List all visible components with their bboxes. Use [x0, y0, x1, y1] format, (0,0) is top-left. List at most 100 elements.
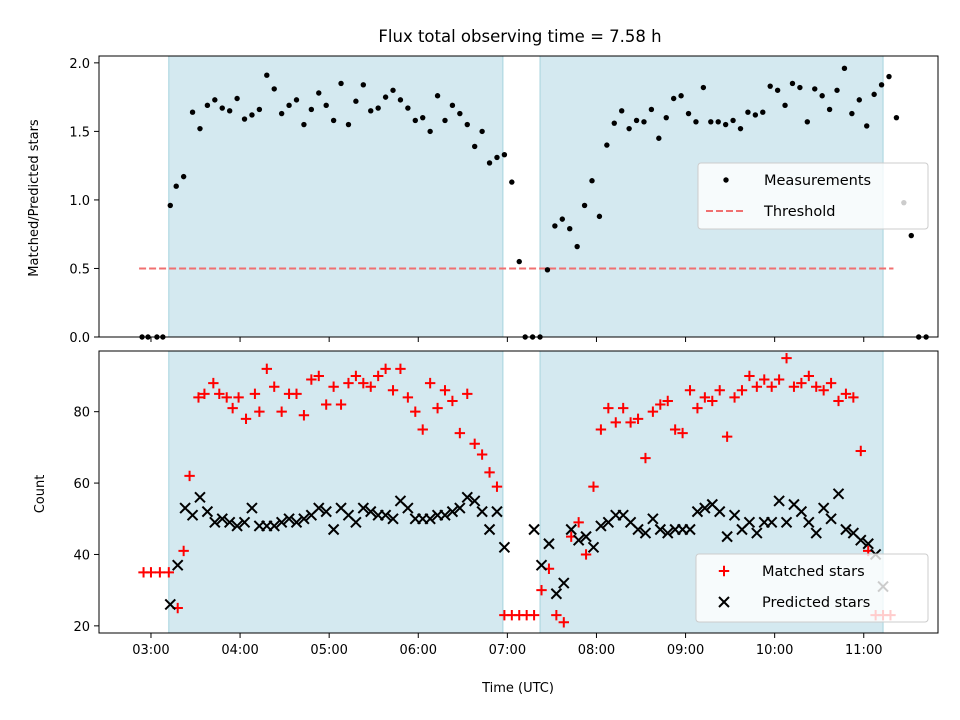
matched-stars-point — [677, 427, 688, 439]
predicted-stars-point — [855, 534, 867, 546]
matched-stars-point — [178, 545, 189, 557]
y-tick-label: 1.5 — [69, 125, 90, 140]
matched-stars-point — [766, 381, 777, 392]
predicted-stars-point — [795, 505, 808, 518]
matched-stars-point — [154, 567, 166, 578]
measurements-point — [544, 267, 551, 273]
predicted-stars-point — [543, 538, 555, 550]
matched-stars-point — [811, 381, 822, 392]
measurements-point — [330, 117, 337, 124]
measurements-point — [819, 93, 825, 99]
measurements-point — [323, 102, 329, 109]
predicted-stars-point — [439, 509, 451, 521]
matched-stars-point — [343, 377, 354, 389]
matched-stars-point — [595, 424, 607, 435]
matched-stars-point — [313, 370, 324, 382]
legend-marker — [723, 177, 729, 183]
matched-stars-point — [825, 377, 837, 389]
predicted-stars-point — [743, 516, 756, 529]
predicted-stars-point — [246, 502, 258, 514]
predicted-stars-point — [468, 495, 481, 507]
predicted-stars-point — [773, 495, 785, 507]
measurements-point — [173, 183, 179, 189]
matched-stars-point — [647, 406, 659, 417]
matched-stars-point — [276, 406, 287, 417]
measurements-point — [286, 102, 292, 109]
shaded-interval — [168, 55, 504, 338]
matched-stars-point — [269, 381, 280, 392]
legend-label: Matched stars — [762, 564, 865, 580]
matched-stars-point — [208, 377, 219, 389]
x-tick-label: 08:00 — [578, 643, 615, 658]
matched-stars-point — [214, 388, 225, 400]
measurements-point — [420, 114, 426, 121]
matched-stars-point — [640, 452, 651, 464]
predicted-stars-point — [803, 516, 815, 529]
matched-stars-point — [617, 402, 629, 414]
measurements-point — [234, 95, 240, 102]
measurements-point — [670, 95, 677, 102]
matched-stars-point — [221, 392, 232, 403]
matched-stars-point — [692, 402, 703, 414]
measurements-point — [812, 86, 818, 92]
matched-stars-point — [588, 481, 599, 492]
measurements-point — [360, 82, 367, 88]
measurements-point — [212, 97, 218, 103]
legend: Measurements Threshold — [697, 162, 929, 230]
measurements-point — [494, 154, 500, 161]
matched-stars-point — [744, 370, 755, 382]
measurements-point — [700, 84, 707, 91]
measurements-point — [368, 108, 374, 114]
predicted-stars-point — [483, 523, 496, 536]
predicted-stars-point — [654, 523, 667, 536]
matched-stars-point — [199, 388, 210, 400]
matched-stars-point — [610, 417, 621, 428]
matched-stars-point — [261, 363, 272, 375]
measurements-point — [656, 135, 662, 141]
matched-stars-point — [145, 567, 157, 578]
predicted-stars-point — [647, 513, 659, 525]
predicted-stars-point — [721, 530, 733, 543]
predicted-stars-point — [714, 505, 726, 518]
y-tick-label: 2.0 — [69, 57, 90, 72]
x-tick-label: 11:00 — [845, 643, 882, 658]
measurements-point — [730, 117, 736, 124]
measurements-point — [204, 102, 211, 109]
matched-stars-point — [558, 617, 569, 628]
matched-stars-point — [454, 427, 466, 439]
measurements-point — [293, 97, 300, 103]
predicted-stars-point — [684, 523, 696, 536]
predicted-stars-point — [365, 505, 377, 518]
measurements-point — [338, 80, 344, 87]
measurements-point — [382, 94, 389, 100]
legend-label: Predicted stars — [762, 595, 870, 611]
predicted-stars-point — [194, 491, 206, 504]
predicted-stars-point — [268, 520, 280, 532]
matched-stars-point — [240, 413, 252, 425]
measurements-point — [737, 125, 744, 132]
measurements-point — [804, 119, 811, 125]
axes-frame — [98, 350, 939, 634]
legend-box — [695, 553, 929, 623]
predicted-stars-point — [817, 502, 830, 514]
predicted-stars-point — [320, 505, 332, 518]
matched-stars-point — [439, 385, 451, 396]
matched-stars-point — [249, 388, 261, 400]
predicted-stars-point — [751, 527, 763, 539]
measurements-point — [589, 178, 595, 184]
predicted-stars-point — [535, 559, 548, 571]
measurements-point — [509, 179, 515, 185]
measurements-point — [856, 97, 862, 103]
predicted-stars-point — [765, 516, 778, 529]
measurements-point — [353, 98, 359, 104]
y-tick-label: 0.5 — [69, 262, 90, 277]
predicted-stars-point — [454, 502, 466, 514]
matched-stars-point — [233, 392, 244, 403]
x-tick-label: 06:00 — [400, 643, 437, 658]
measurements-point — [464, 121, 470, 128]
predicted-stars-point — [639, 527, 652, 539]
measurements-point — [878, 82, 885, 88]
predicted-stars-point — [825, 513, 837, 525]
predicted-stars-point — [832, 488, 845, 500]
matched-stars-point — [855, 445, 866, 457]
